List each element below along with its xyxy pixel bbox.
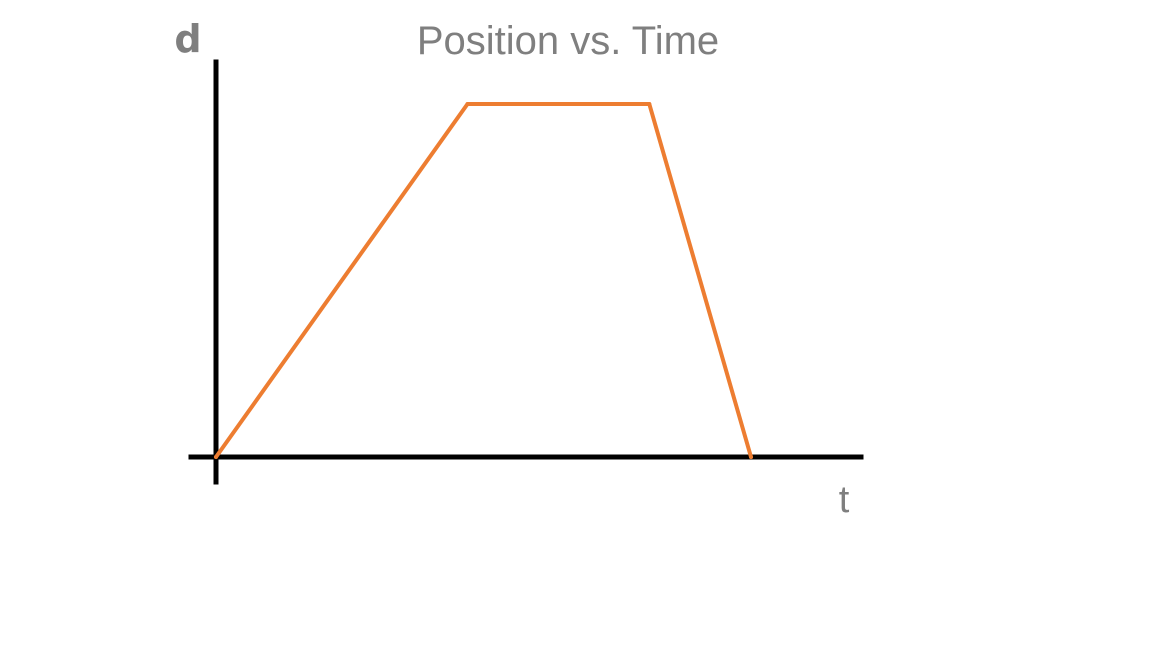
data-point bbox=[465, 102, 470, 106]
y-axis-label: d bbox=[174, 17, 201, 61]
data-point bbox=[214, 455, 218, 459]
data-point bbox=[749, 455, 753, 459]
chart-title: Position vs. Time bbox=[417, 19, 719, 63]
data-point bbox=[647, 102, 652, 106]
x-axis-label: t bbox=[839, 479, 850, 521]
series-layer bbox=[214, 102, 753, 459]
series-line-0 bbox=[214, 102, 753, 459]
